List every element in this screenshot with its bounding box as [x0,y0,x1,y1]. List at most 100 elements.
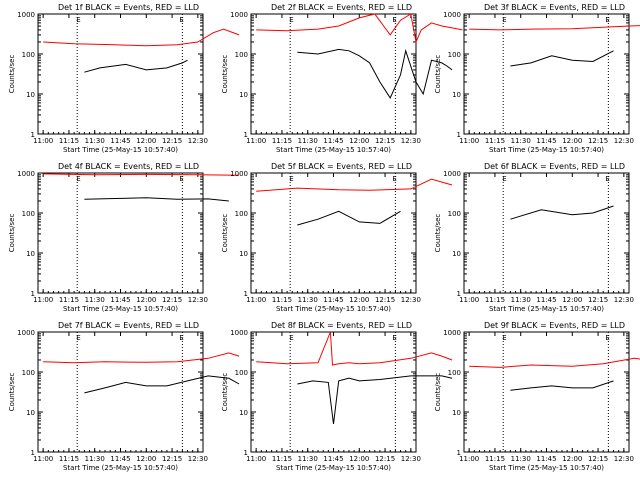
x-axis-label: Start Time (25-May-15 10:57:40) [63,305,178,313]
y-tick-label: 100 [448,210,461,218]
panel-7: Det 7f BLACK = Events, RED = LLD 11:00 11:… [8,321,240,472]
panel-title: Det 7f BLACK = Events, RED = LLD [58,321,199,330]
panel-9: Det 9f BLACK = Events, RED = LLD 11:00 11:… [434,321,640,472]
x-tick-label: 11:45 [110,137,130,145]
x-tick-label: 11:15 [485,137,505,145]
plot-frame [37,331,204,453]
y-tick-label: 1000 [443,11,461,19]
x-tick-label: 11:15 [485,455,505,463]
x-axis-label: Start Time (25-May-15 10:57:40) [276,305,391,313]
x-tick-label: 12:00 [136,455,156,463]
plot-frame [250,13,417,135]
panel-3: Det 3f BLACK = Events, RED = LLD 11:00 11:… [434,3,640,154]
marker-label: E [605,175,609,183]
panel-2: Det 2f BLACK = Events, RED = LLD 11:00 11:… [221,3,463,154]
marker-label: E [392,16,396,24]
x-tick-label: 12:30 [188,137,208,145]
x-axis-label: Start Time (25-May-15 10:57:40) [63,464,178,472]
marker-label: E [289,175,293,183]
marker-label: E [76,334,80,342]
panel-8: Det 8f BLACK = Events, RED = LLD 11:00 11:… [221,321,453,472]
x-tick-label: 12:15 [588,455,608,463]
x-tick-label: 11:45 [536,296,556,304]
panel-title: Det 2f BLACK = Events, RED = LLD [271,3,412,12]
y-tick-label: 1 [244,290,248,298]
y-tick-label: 1000 [443,170,461,178]
y-tick-label: 1000 [17,170,35,178]
x-tick-label: 11:15 [272,296,292,304]
x-tick-label: 12:15 [162,137,182,145]
y-tick-label: 10 [26,250,35,258]
x-tick-label: 12:00 [349,137,369,145]
x-tick-label: 11:00 [459,455,479,463]
x-tick-label: 11:00 [33,137,53,145]
x-tick-label: 11:15 [59,296,79,304]
y-tick-label: 10 [452,91,461,99]
y-tick-label: 1 [31,290,35,298]
x-tick-label: 12:15 [162,296,182,304]
x-tick-label: 11:30 [85,296,105,304]
y-tick-label: 1 [457,449,461,457]
panel-title: Det 6f BLACK = Events, RED = LLD [484,162,625,171]
x-tick-label: 11:15 [59,455,79,463]
panel-title: Det 9f BLACK = Events, RED = LLD [484,321,625,330]
y-tick-label: 10 [452,250,461,258]
y-axis-label: Counts/sec [221,373,229,412]
x-tick-label: 11:30 [511,455,531,463]
y-tick-label: 1 [244,131,248,139]
marker-label: E [289,334,293,342]
events-series-line [84,197,229,202]
marker-label: E [605,334,609,342]
y-tick-label: 1000 [17,329,35,337]
lld-series-line [469,25,640,31]
events-series-line [510,380,614,391]
x-tick-label: 11:30 [298,137,318,145]
x-tick-label: 11:45 [110,455,130,463]
x-tick-label: 12:30 [188,455,208,463]
x-tick-label: 11:00 [459,137,479,145]
x-tick-label: 11:00 [33,296,53,304]
x-tick-label: 12:00 [562,137,582,145]
x-axis-label: Start Time (25-May-15 10:57:40) [276,464,391,472]
x-tick-label: 12:00 [562,296,582,304]
x-axis-label: Start Time (25-May-15 10:57:40) [489,464,604,472]
panel-title: Det 3f BLACK = Events, RED = LLD [484,3,625,12]
x-tick-label: 12:30 [614,455,634,463]
x-tick-label: 11:15 [272,455,292,463]
lld-series-line [256,178,453,192]
lld-series-line [256,331,453,366]
marker-label: E [502,334,506,342]
x-tick-label: 12:30 [614,296,634,304]
x-tick-label: 11:45 [323,137,343,145]
events-series-line [297,375,453,425]
plot-frame [463,13,630,135]
x-tick-label: 12:15 [375,455,395,463]
x-tick-label: 11:45 [323,455,343,463]
y-tick-label: 10 [239,91,248,99]
y-tick-label: 100 [22,369,35,377]
y-tick-label: 100 [448,369,461,377]
y-tick-label: 100 [22,210,35,218]
y-axis-label: Counts/sec [8,214,16,253]
x-tick-label: 12:00 [562,455,582,463]
x-tick-label: 11:00 [459,296,479,304]
marker-label: E [502,175,506,183]
marker-label: E [289,16,293,24]
marker-label: E [605,16,609,24]
x-tick-label: 12:15 [588,296,608,304]
y-tick-label: 10 [239,409,248,417]
y-tick-label: 100 [448,51,461,59]
x-tick-label: 12:15 [375,296,395,304]
y-tick-label: 100 [235,51,248,59]
x-tick-label: 12:00 [136,296,156,304]
plot-frame [37,172,204,294]
lld-series-line [256,13,463,44]
x-tick-label: 12:15 [588,137,608,145]
marker-label: E [179,334,183,342]
y-axis-label: Counts/sec [434,214,442,253]
x-tick-label: 11:45 [323,296,343,304]
y-tick-label: 100 [235,210,248,218]
plot-frame [463,172,630,294]
